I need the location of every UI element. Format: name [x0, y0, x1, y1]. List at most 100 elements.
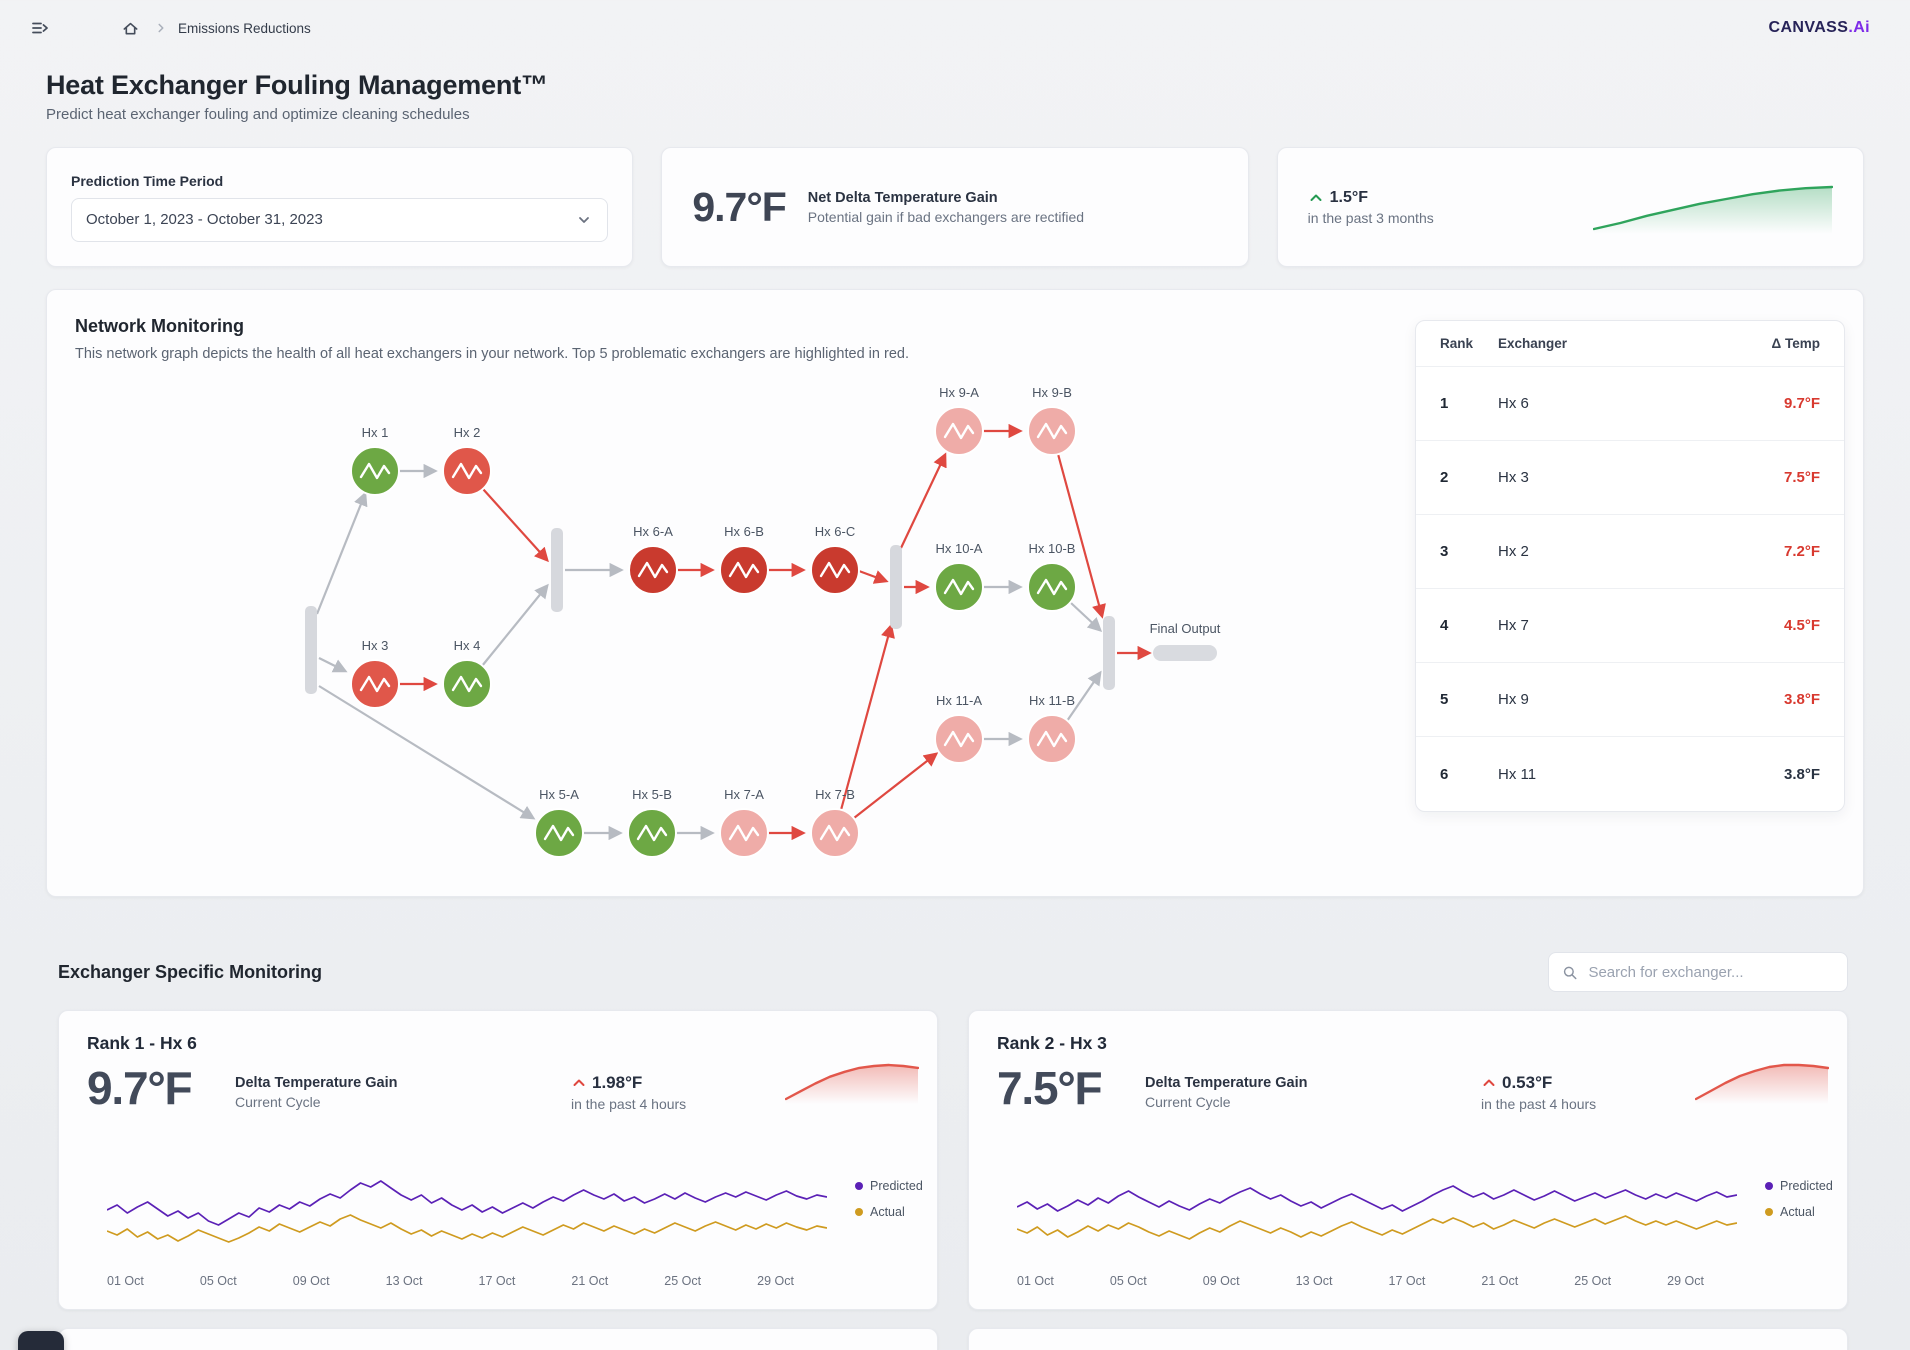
caret-up-icon — [573, 1079, 585, 1086]
delta-temp-cell: 3.8°F — [1783, 691, 1820, 708]
rank-table-row[interactable]: 1 Hx 6 9.7°F — [1416, 367, 1844, 441]
svg-text:Hx 5-B: Hx 5-B — [632, 787, 672, 802]
exchanger-cell: Hx 11 — [1498, 765, 1537, 783]
network-node-hx6b[interactable]: Hx 6-B — [719, 524, 769, 595]
predicted-dot — [855, 1182, 863, 1190]
monitoring-card-partial — [968, 1328, 1848, 1350]
legend-predicted: Predicted — [870, 1179, 923, 1193]
breadcrumb-current[interactable]: Emissions Reductions — [178, 20, 311, 36]
network-graph: Hx 1 Hx 2 Hx 3 Hx 4 Hx 5-A Hx 5-B Hx 6-A Hx 6-B… — [305, 385, 1221, 858]
delta-temp-cell: 4.5°F — [1783, 617, 1820, 634]
svg-text:Hx 6-A: Hx 6-A — [633, 524, 673, 539]
rank-cell: 3 — [1440, 543, 1449, 560]
rank-table-row[interactable]: 6 Hx 11 3.8°F — [1416, 737, 1844, 811]
breadcrumb-chevron-icon — [158, 23, 164, 33]
network-node-hx9b[interactable]: Hx 9-B — [1027, 385, 1077, 456]
exchanger-cell: Hx 6 — [1498, 395, 1529, 412]
network-node-hx6c[interactable]: Hx 6-C — [810, 524, 860, 595]
x-axis-tick: 21 Oct — [571, 1274, 609, 1288]
delta-temp-cell: 7.5°F — [1783, 469, 1820, 486]
page-title: Heat Exchanger Fouling Management™ — [46, 70, 548, 100]
page-subtitle: Predict heat exchanger fouling and optim… — [46, 106, 470, 123]
rank-table-row[interactable]: 2 Hx 3 7.5°F — [1416, 441, 1844, 515]
net-gain-value: 9.7°F — [692, 183, 786, 230]
chevron-down-icon — [579, 216, 590, 223]
trend-sparkline — [1695, 1063, 1829, 1104]
canvass-logo: CANVASS.Ai — [1768, 19, 1870, 37]
net-gain-subtitle: Potential gain if bad exchangers are rec… — [807, 208, 1085, 225]
x-axis-tick: 17 Oct — [1388, 1274, 1426, 1288]
network-node-hx10b[interactable]: Hx 10-B — [1027, 541, 1077, 612]
network-node-hx2[interactable]: Hx 2 — [442, 425, 492, 496]
x-axis-tick: 29 Oct — [1667, 1274, 1704, 1288]
svg-text:Hx 6-B: Hx 6-B — [724, 524, 764, 539]
monitoring-card-partial — [58, 1328, 938, 1350]
chart-legend: Predicted Actual — [855, 1179, 923, 1219]
network-node-hx1[interactable]: Hx 1 — [350, 425, 400, 496]
x-axis-tick: 25 Oct — [664, 1274, 702, 1288]
period-select[interactable]: October 1, 2023 - October 31, 2023 — [71, 197, 609, 242]
final-output-node — [1153, 645, 1217, 661]
network-node-hx7a[interactable]: Hx 7-A — [719, 787, 769, 858]
delta-subtitle: in the past 4 hours — [1481, 1096, 1597, 1112]
home-icon[interactable] — [116, 14, 144, 42]
network-node-hx4[interactable]: Hx 4 — [442, 638, 492, 709]
x-axis-tick: 21 Oct — [1481, 1274, 1519, 1288]
rank-cell: 5 — [1440, 691, 1449, 708]
topbar: Emissions Reductions CANVASS.Ai — [0, 0, 1910, 56]
x-axis-tick: 05 Oct — [199, 1274, 237, 1288]
network-junction-j4 — [1103, 616, 1115, 690]
predicted-dot — [1765, 1182, 1773, 1190]
caret-up-icon — [1310, 194, 1322, 201]
svg-text:Hx 7-B: Hx 7-B — [815, 787, 855, 802]
chart-legend: Predicted Actual — [1765, 1179, 1833, 1219]
svg-text:Hx 4: Hx 4 — [454, 638, 481, 653]
rank-table-header: Rank Exchanger Δ Temp — [1416, 321, 1844, 367]
exchanger-cell: Hx 2 — [1498, 543, 1529, 560]
rank-table: Rank Exchanger Δ Temp 1 Hx 6 9.7°F 2 Hx 3 7.5… — [1415, 320, 1845, 812]
exchanger-cell: Hx 3 — [1498, 469, 1529, 486]
svg-text:Hx 2: Hx 2 — [454, 425, 481, 440]
rank-cell: 6 — [1440, 765, 1449, 783]
breadcrumb: Emissions Reductions — [116, 14, 311, 42]
summary-cards: Prediction Time Period October 1, 2023 -… — [46, 147, 1864, 267]
rank-cell: 2 — [1440, 469, 1449, 486]
sidebar-toggle-button[interactable] — [22, 10, 58, 46]
network-monitoring-card: Network Monitoring This network graph de… — [46, 289, 1864, 897]
delta-temp-cell: 7.2°F — [1783, 543, 1820, 560]
network-node-hx10a[interactable]: Hx 10-A — [934, 541, 984, 612]
network-node-hx6a[interactable]: Hx 6-A — [628, 524, 678, 595]
svg-text:Hx 9-B: Hx 9-B — [1032, 385, 1072, 400]
network-node-hx11b[interactable]: Hx 11-B — [1027, 693, 1077, 764]
network-node-hx5a[interactable]: Hx 5-A — [534, 787, 584, 858]
network-node-hx9a[interactable]: Hx 9-A — [934, 385, 984, 456]
trend-subtitle: in the past 3 months — [1307, 209, 1434, 226]
x-axis-tick: 01 Oct — [107, 1274, 144, 1288]
rank-table-row[interactable]: 3 Hx 2 7.2°F — [1416, 515, 1844, 589]
svg-text:Final Output: Final Output — [1150, 621, 1221, 636]
predicted-actual-chart — [1017, 1185, 1737, 1240]
net-gain-title: Net Delta Temperature Gain — [807, 189, 998, 206]
network-node-hx3[interactable]: Hx 3 — [350, 638, 400, 709]
x-axis: 01 Oct 05 Oct 09 Oct 13 Oct 17 Oct 21 Oct 25 O… — [107, 1274, 827, 1290]
help-button[interactable] — [18, 1331, 64, 1350]
rank-table-row[interactable]: 5 Hx 9 3.8°F — [1416, 663, 1844, 737]
network-title: Network Monitoring — [75, 316, 244, 336]
network-node-hx5b[interactable]: Hx 5-B — [627, 787, 677, 858]
actual-dot — [1765, 1208, 1773, 1216]
network-node-hx7b[interactable]: Hx 7-B — [810, 787, 860, 858]
trend-value: 1.5°F — [1329, 188, 1369, 206]
search-icon — [1563, 966, 1577, 979]
network-node-hx11a[interactable]: Hx 11-A — [934, 693, 984, 764]
network-junction-j3 — [890, 545, 902, 629]
svg-text:Hx 3: Hx 3 — [362, 638, 389, 653]
delta-temp-cell: 9.7°F — [1783, 395, 1820, 412]
metric-title: Delta Temperature Gain — [1145, 1075, 1308, 1091]
search-input[interactable] — [1586, 962, 1834, 982]
legend-actual: Actual — [870, 1205, 905, 1219]
rank-table-row[interactable]: 4 Hx 7 4.5°F — [1416, 589, 1844, 663]
monitoring-card-title: Rank 2 - Hx 3 — [997, 1033, 1107, 1053]
svg-text:Hx 5-A: Hx 5-A — [539, 787, 579, 802]
period-label: Prediction Time Period — [71, 172, 224, 189]
x-axis-tick: 01 Oct — [1017, 1274, 1054, 1288]
